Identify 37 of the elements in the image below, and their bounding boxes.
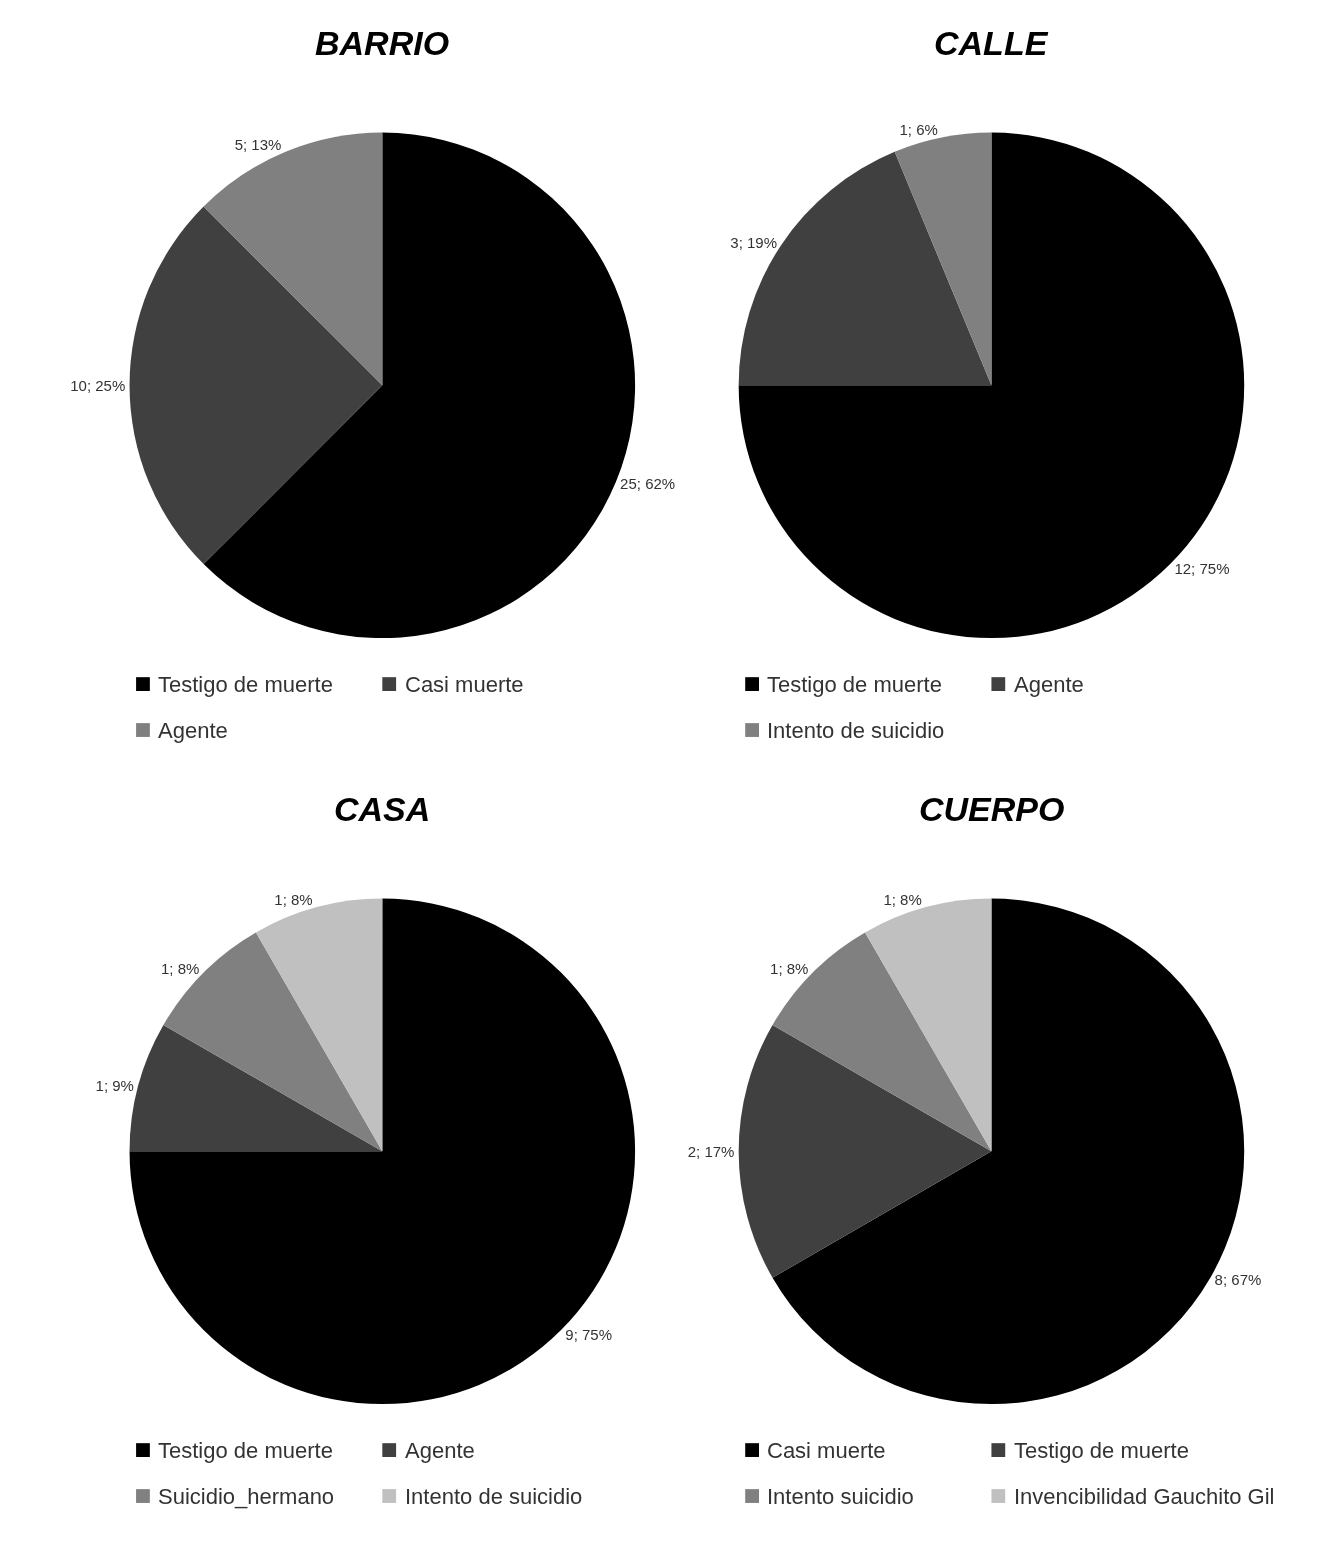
data-label: 1; 8% bbox=[770, 959, 809, 977]
data-label: 8; 67% bbox=[1214, 1271, 1262, 1289]
data-label: 1; 9% bbox=[95, 1076, 134, 1094]
data-label: 2; 17% bbox=[687, 1142, 735, 1160]
data-label: 1; 8% bbox=[883, 890, 922, 908]
data-label: 25; 62% bbox=[620, 474, 676, 492]
legend-label: Agente bbox=[158, 718, 228, 743]
data-label: 5; 13% bbox=[234, 136, 282, 154]
pie-slice bbox=[739, 1024, 992, 1278]
chart-title: CASA bbox=[334, 790, 431, 828]
pie-slice bbox=[203, 132, 383, 386]
data-label: 3; 19% bbox=[730, 233, 778, 251]
pie-slice bbox=[130, 206, 383, 565]
chart-title: BARRIO bbox=[315, 24, 450, 62]
legend-label: Suicidio_hermano bbox=[158, 1484, 335, 1509]
legend-label: Casi muerte bbox=[767, 1438, 886, 1463]
legend-label: Testigo de muerte bbox=[1014, 1438, 1189, 1463]
pie-slice bbox=[772, 932, 992, 1152]
legend-label: Testigo de muerte bbox=[158, 672, 333, 697]
data-label: 1; 8% bbox=[160, 959, 200, 977]
chart-title: CUERPO bbox=[919, 790, 1065, 828]
legend-label: Casi muerte bbox=[405, 672, 524, 697]
chart-title: CALLE bbox=[934, 24, 1049, 62]
legend-label: Intento suicidio bbox=[767, 1484, 914, 1509]
data-label: 1; 6% bbox=[899, 120, 938, 138]
legend-label: Testigo de muerte bbox=[158, 1438, 333, 1463]
legend-label: Agente bbox=[1014, 672, 1084, 697]
data-label: 12; 75% bbox=[1174, 559, 1230, 577]
legend-label: Testigo de muerte bbox=[767, 672, 942, 697]
legend-label: Intento de suicidio bbox=[767, 718, 945, 743]
data-label: 1; 8% bbox=[274, 890, 313, 908]
data-label: 9; 75% bbox=[565, 1325, 613, 1343]
legend-label: Invencibilidad Gauchito Gil bbox=[1014, 1484, 1275, 1509]
legend-label: Intento de suicidio bbox=[405, 1484, 583, 1509]
pie-slice bbox=[163, 932, 383, 1152]
data-label: 10; 25% bbox=[70, 376, 126, 394]
legend-label: Agente bbox=[405, 1438, 475, 1463]
